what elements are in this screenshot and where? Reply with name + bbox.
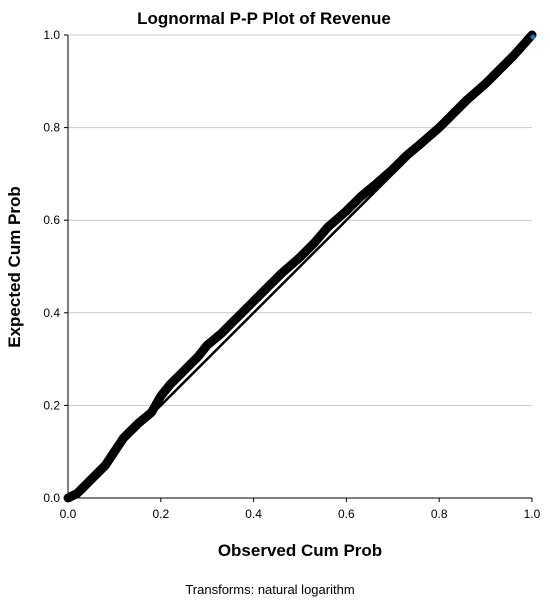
x-tick-label-4: 0.8 <box>431 507 448 521</box>
chart-title: Lognormal P-P Plot of Revenue <box>137 9 391 28</box>
data-points <box>63 30 537 503</box>
gridlines <box>68 127 532 406</box>
y-tick-label-4: 0.8 <box>43 121 60 135</box>
footnote: Transforms: natural logarithm <box>185 582 354 597</box>
x-tick-label-0: 0.0 <box>60 507 77 521</box>
y-tick-label-2: 0.4 <box>43 306 60 320</box>
x-tick-label-3: 0.6 <box>338 507 355 521</box>
data-point-highlight <box>530 34 536 40</box>
y-tick-label-5: 1.0 <box>43 28 60 42</box>
plot-frame <box>67 34 532 499</box>
x-axis-label: Observed Cum Prob <box>218 541 382 560</box>
x-tick-label-2: 0.4 <box>245 507 262 521</box>
y-tick-labels: 0.0 0.2 0.4 0.6 0.8 1.0 <box>43 28 68 505</box>
x-tick-label-5: 1.0 <box>524 507 541 521</box>
x-tick-labels: 0.0 0.2 0.4 0.6 0.8 1.0 <box>60 498 541 521</box>
y-axis-label: Expected Cum Prob <box>5 186 24 348</box>
y-tick-label-3: 0.6 <box>43 213 60 227</box>
y-tick-label-0: 0.0 <box>43 491 60 505</box>
y-tick-label-1: 0.2 <box>43 398 60 412</box>
x-tick-label-1: 0.2 <box>152 507 169 521</box>
